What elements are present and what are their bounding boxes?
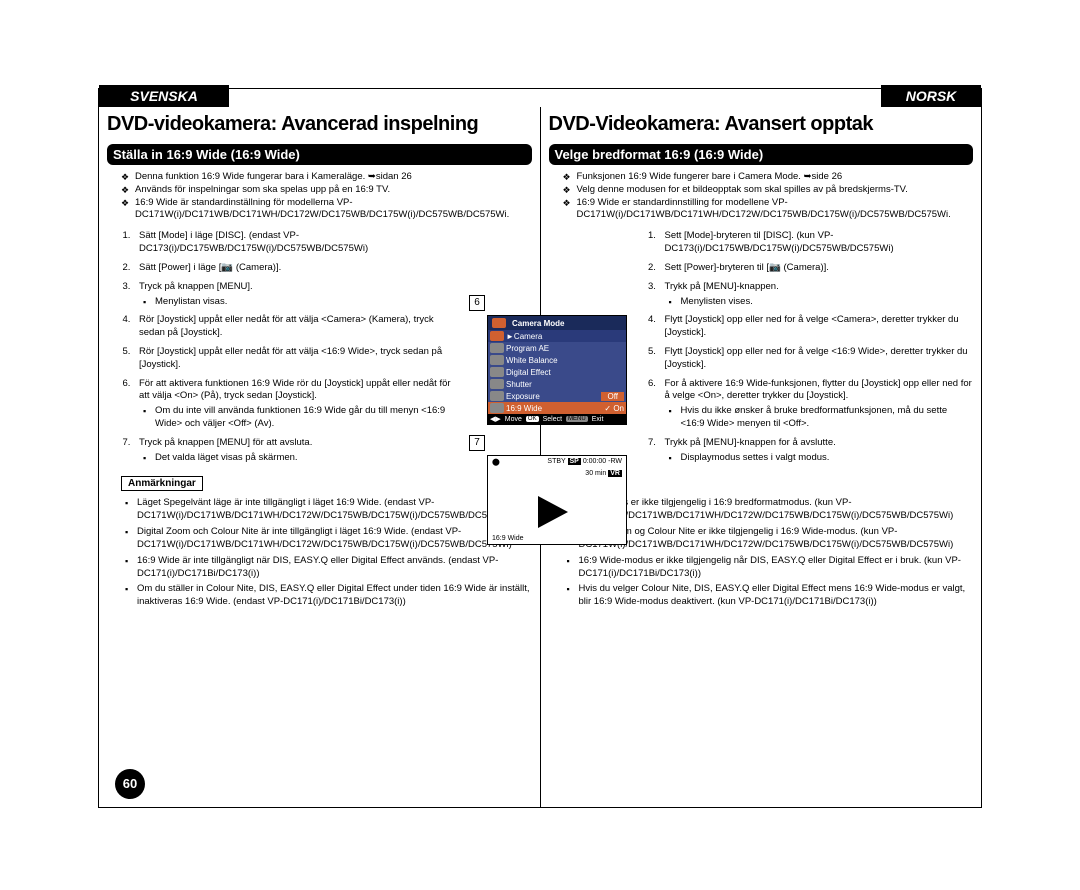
intro-list-no: Funksjonen 16:9 Wide fungerer bare i Cam… [549,171,974,222]
substep: Det valda läget visas på skärmen. [143,452,452,465]
note: Om du ställer in Colour Nite, DIS, EASY.… [125,583,532,609]
step: Trykk på [MENU]-knappen. Menylisten vise… [659,281,974,309]
menu-footer: ◀▶Move OKSelect MENUExit [488,414,626,424]
ok-icon: OK [526,416,539,422]
heading-sv: DVD-videokamera: Avancerad inspelning [107,113,532,136]
step: Sätt [Power] i läge [📷 (Camera)]. [133,262,452,275]
rec-icon: ⬤ [492,458,500,466]
notes-list-sv: Läget Spegelvänt läge är inte tillgängli… [107,497,532,609]
manual-page: SVENSKA NORSK DVD-videokamera: Avancerad… [98,88,982,808]
menu-icon [490,343,504,353]
substep: Hvis du ikke ønsker å bruke bredformatfu… [669,405,974,431]
step: Trykk på [MENU]-knappen for å avslutte. … [659,437,974,465]
notes-header-sv: Anmärkningar [121,476,203,491]
step: Flytt [Joystick] opp eller ned for å vel… [659,346,974,372]
play-triangle-icon [538,496,568,528]
intro-item: Funksjonen 16:9 Wide fungerer bare i Cam… [563,171,974,184]
step: Rör [Joystick] uppåt eller nedåt för att… [133,346,452,372]
step: Tryck på knappen [MENU]. Menylistan visa… [133,281,452,309]
menu-icon [490,355,504,365]
intro-item: 16:9 Wide är standardinställning för mod… [121,197,532,223]
substep: Menylisten vises. [669,296,974,309]
menu-button-icon: MENU [566,416,588,422]
nav-arrows-icon: ◀▶ [490,415,501,423]
intro-item: Velg denne modusen for et bildeopptak so… [563,184,974,197]
intro-item: Denna funktion 16:9 Wide fungerar bara i… [121,171,532,184]
menu-screenshot: Camera Mode ►Camera Program AE White Bal… [487,315,627,425]
intro-list-sv: Denna funktion 16:9 Wide fungerar bara i… [107,171,532,222]
preview-screenshot: ⬤ STBY SP 0:00:00 -RW 30 min VR 16:9 Wid… [487,455,627,545]
note: 16:9 Wide är inte tillgängligt när DIS, … [125,555,532,581]
menu-icon [490,379,504,389]
menu-icon [490,391,504,401]
subheading-no: Velge bredformat 16:9 (16:9 Wide) [549,144,974,165]
steps-sv: Sätt [Mode] i läge [DISC]. (endast VP-DC… [107,230,532,464]
lang-badge-norwegian: NORSK [881,85,981,107]
lang-badge-swedish: SVENSKA [99,85,229,107]
step: Sett [Power]-bryteren til [📷 (Camera)]. [659,262,974,275]
camera-icon [492,318,506,328]
camera-icon [490,331,504,341]
note: Hvis du velger Colour Nite, DIS, EASY.Q … [567,583,974,609]
page-number: 60 [115,769,145,799]
intro-item: 16:9 Wide er standardinnstilling for mod… [563,197,974,223]
subheading-sv: Ställa in 16:9 Wide (16:9 Wide) [107,144,532,165]
note: 16:9 Wide-modus er ikke tilgjengelig når… [567,555,974,581]
step: Tryck på knappen [MENU] för att avsluta.… [133,437,452,465]
substep: Menylistan visas. [143,296,452,309]
callout-6: 6 [469,295,485,311]
illustration-block: 6 Camera Mode ►Camera Program AE White B… [469,295,629,545]
menu-title: Camera Mode [488,316,626,330]
step: For å aktivere 16:9 Wide-funksjonen, fly… [659,378,974,431]
step: För att aktivera funktionen 16:9 Wide rö… [133,378,452,431]
intro-item: Används för inspelningar som ska spelas … [121,184,532,197]
menu-icon [490,367,504,377]
heading-no: DVD-Videokamera: Avansert opptak [549,113,974,136]
substep: Displaymodus settes i valgt modus. [669,452,974,465]
step: Flytt [Joystick] opp eller ned for å vel… [659,314,974,340]
step: Rör [Joystick] uppåt eller nedåt för att… [133,314,452,340]
wide-label: 16:9 Wide [492,535,524,542]
step: Sett [Mode]-bryteren til [DISC]. (kun VP… [659,230,974,256]
substep: Om du inte vill använda funktionen 16:9 … [143,405,452,431]
callout-7: 7 [469,435,485,451]
step: Sätt [Mode] i läge [DISC]. (endast VP-DC… [133,230,452,256]
menu-icon [490,403,504,413]
